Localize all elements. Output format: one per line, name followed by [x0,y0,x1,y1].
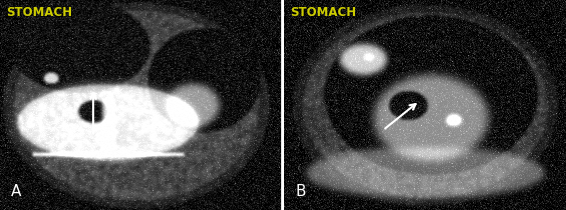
Text: B: B [295,185,306,200]
Text: STOMACH: STOMACH [290,6,356,19]
Text: A: A [11,185,22,200]
Text: STOMACH: STOMACH [6,6,72,19]
